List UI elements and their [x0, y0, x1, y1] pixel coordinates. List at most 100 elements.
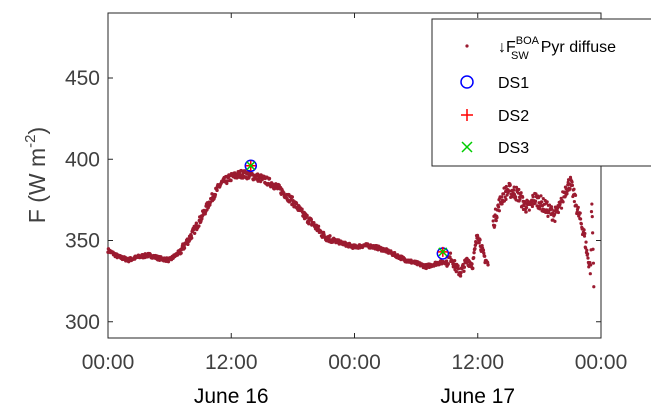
data-point [552, 212, 557, 217]
legend-ds1-marker [460, 75, 474, 89]
data-point [570, 183, 575, 187]
data-point [200, 217, 204, 221]
legend-series-label: ↓FBOA SW Pyr diffuse [498, 35, 616, 62]
data-point [570, 180, 574, 184]
data-point [225, 179, 229, 183]
data-point [582, 228, 586, 232]
data-point [519, 191, 523, 195]
data-point [256, 179, 260, 183]
data-point [592, 285, 596, 289]
data-point [497, 205, 501, 209]
data-point [474, 241, 478, 246]
data-point [462, 269, 466, 273]
data-point [583, 231, 587, 236]
data-point [462, 265, 467, 269]
x-tick-label: 12:00 [205, 351, 258, 374]
data-point [589, 210, 594, 214]
data-point [197, 224, 201, 228]
date-label: June 17 [440, 385, 515, 408]
date-labels: June 16 June 17 [194, 385, 515, 408]
data-point [522, 204, 526, 208]
data-point [574, 203, 578, 207]
data-point [459, 271, 463, 275]
data-point [305, 213, 309, 218]
y-axis-label: F (W m-2) [22, 127, 50, 223]
data-point [591, 261, 596, 265]
data-point [166, 259, 171, 264]
data-point [546, 214, 550, 218]
data-point [556, 210, 561, 215]
data-point [190, 236, 194, 240]
data-point [186, 242, 190, 247]
legend-ds3-marker [461, 141, 473, 153]
data-point [565, 192, 569, 196]
data-point [537, 196, 541, 200]
data-point [549, 205, 554, 209]
data-point [585, 252, 590, 256]
data-point [478, 238, 482, 242]
data-point [572, 199, 576, 204]
y-tick-label: 450 [65, 67, 100, 90]
data-point [559, 206, 564, 210]
data-point [561, 200, 565, 204]
data-point [504, 184, 508, 189]
data-point [512, 192, 517, 197]
data-point [512, 188, 516, 192]
data-point [585, 248, 589, 252]
data-point [491, 219, 495, 223]
data-point [590, 202, 594, 206]
data-point [531, 195, 535, 199]
date-label: June 16 [194, 385, 269, 408]
data-point [182, 246, 187, 250]
data-point [454, 269, 459, 274]
ds-markers [244, 159, 450, 260]
data-point [300, 207, 304, 211]
data-point [524, 210, 528, 214]
data-point [591, 231, 595, 235]
data-point [566, 178, 571, 182]
data-point [584, 240, 588, 244]
ds3-marker [438, 247, 448, 257]
data-point [568, 186, 572, 191]
data-point [497, 209, 501, 213]
data-point [213, 192, 218, 197]
data-point [539, 194, 543, 198]
data-point [586, 256, 590, 260]
legend-ds1-label: DS1 [498, 75, 529, 92]
series-pyr-diffuse [106, 168, 596, 289]
data-point [493, 223, 497, 228]
data-point [504, 197, 508, 201]
ds1-marker [244, 159, 258, 172]
data-point [533, 199, 538, 203]
data-point [444, 259, 449, 263]
data-point [473, 246, 477, 251]
data-point [578, 211, 582, 215]
legend-ds3-label: DS3 [498, 140, 529, 157]
data-point [514, 195, 518, 199]
x-tick-label: 00:00 [328, 351, 381, 374]
data-point [508, 183, 512, 187]
data-point [553, 219, 557, 223]
y-axis: 300 350 400 450 [65, 67, 601, 334]
data-point [591, 247, 595, 251]
legend-series-marker [465, 44, 469, 48]
data-point [590, 215, 594, 219]
data-point [550, 207, 554, 211]
data-point [290, 195, 294, 199]
legend: ↓FBOA SW Pyr diffuse DS1 DS2 DS3 [431, 18, 651, 167]
data-point [524, 205, 529, 210]
data-point [452, 258, 457, 263]
data-point [482, 251, 486, 255]
data-point [502, 192, 506, 196]
data-point [307, 222, 311, 226]
data-point [215, 188, 219, 193]
data-point [540, 200, 544, 204]
data-point [523, 201, 527, 205]
data-point [239, 168, 243, 173]
data-point [294, 201, 299, 206]
data-point [282, 191, 286, 195]
data-point [471, 256, 476, 260]
data-point [458, 274, 463, 278]
data-point [572, 187, 576, 191]
data-point [471, 266, 475, 271]
